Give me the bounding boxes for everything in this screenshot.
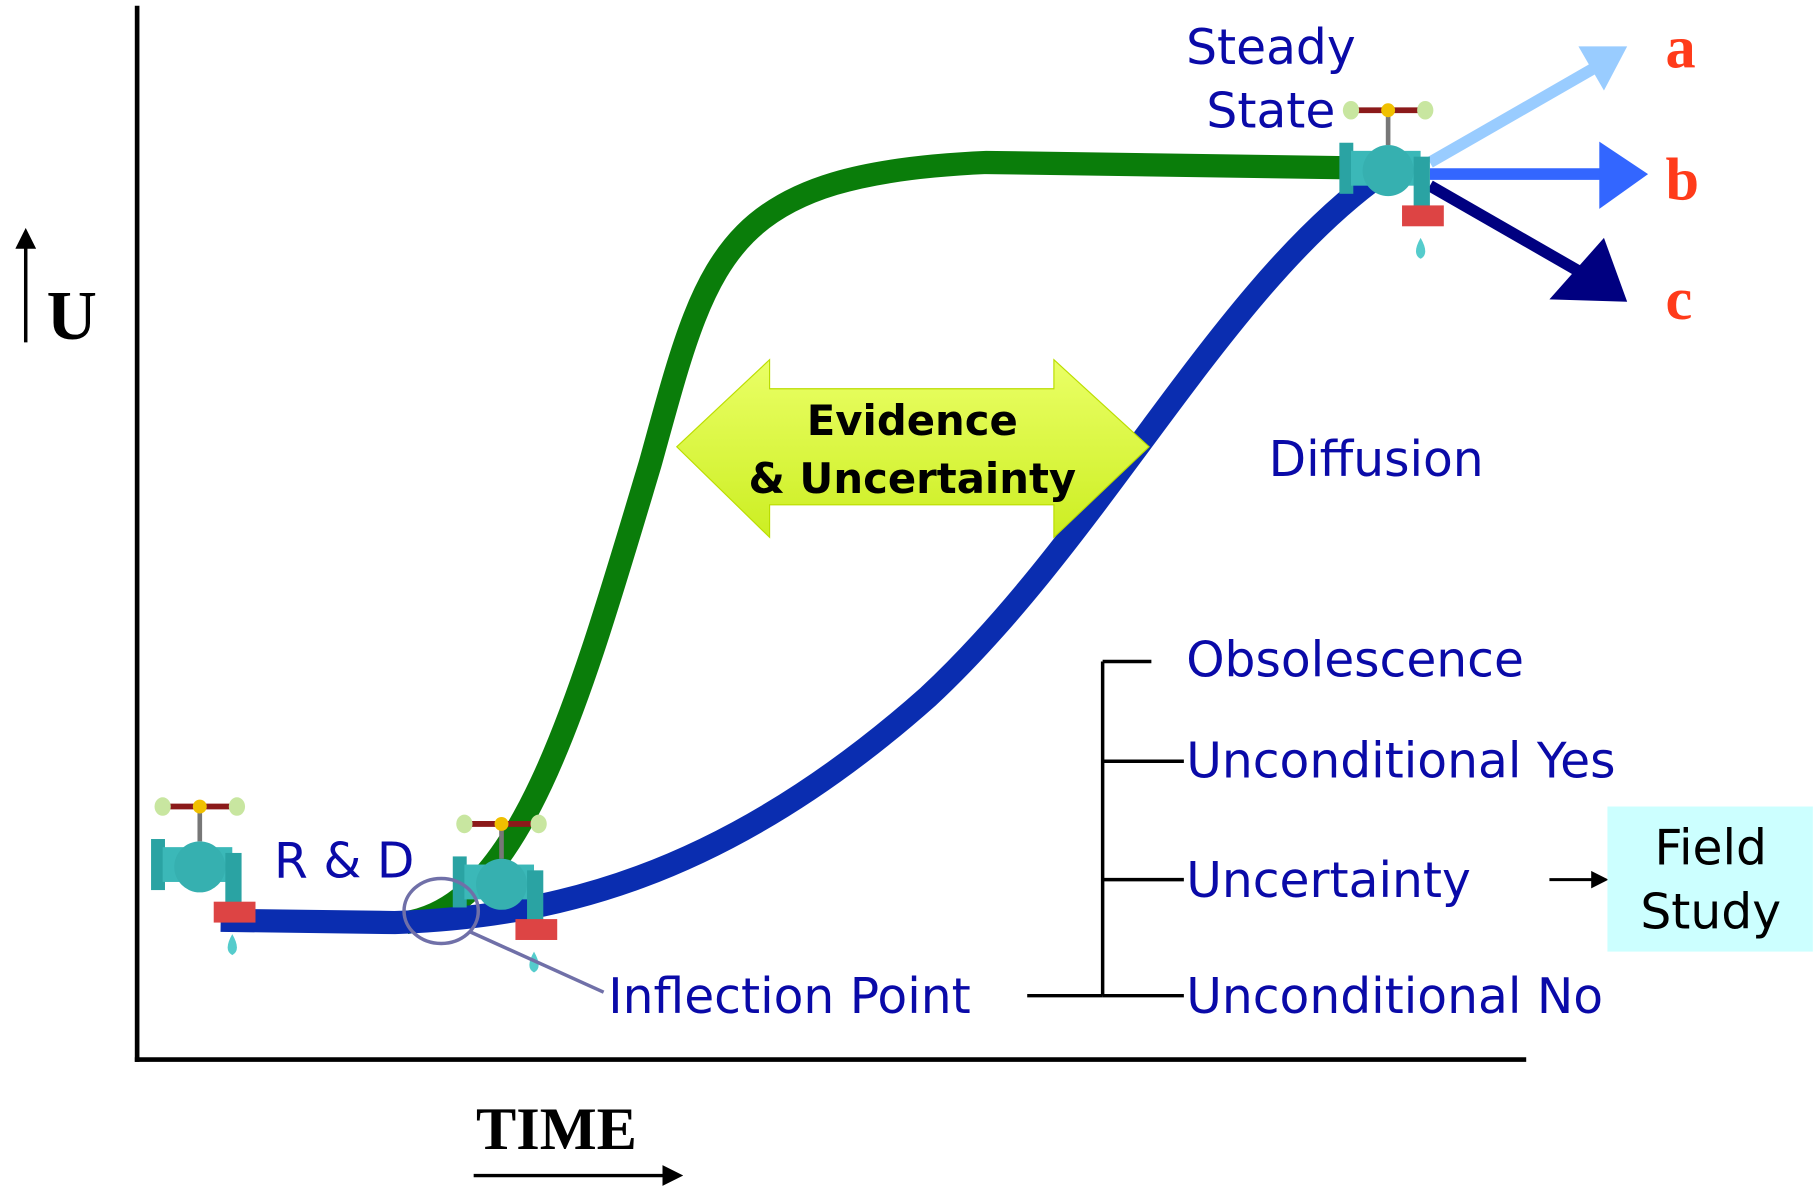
outcome-c: c (1665, 266, 1692, 333)
bracket (1027, 659, 1184, 998)
inflection-label: Inflection Point (608, 969, 970, 1025)
pointer-line (469, 930, 605, 994)
rd-label: R & D (274, 833, 414, 889)
branch: Obsolescence (1186, 633, 1524, 689)
branch: Unconditional No (1186, 969, 1603, 1025)
outcome-a: a (1665, 14, 1695, 81)
steady-label: Steady (1186, 20, 1356, 76)
steady-label: State (1206, 84, 1335, 140)
field-study-label: Field (1654, 821, 1766, 877)
evidence-label: Evidence (807, 396, 1018, 445)
inflection-circle (402, 876, 481, 946)
field-study-box (1607, 806, 1813, 952)
outcome-b: b (1665, 147, 1699, 214)
blue-curve (220, 164, 1388, 935)
double-arrow (675, 358, 1150, 539)
branch: Uncertainty (1186, 853, 1471, 909)
evidence-label: & Uncertainty (748, 454, 1076, 503)
diffusion-label: Diffusion (1269, 432, 1484, 488)
x-label: TIME (476, 1096, 637, 1163)
branch: Unconditional Yes (1186, 734, 1615, 790)
field-study-label: Study (1640, 884, 1781, 940)
faucet (1339, 101, 1443, 259)
axes (134, 5, 1527, 1062)
y-label: U (47, 278, 97, 355)
outcome-arrows (1427, 46, 1649, 302)
green-curve (404, 150, 1382, 935)
